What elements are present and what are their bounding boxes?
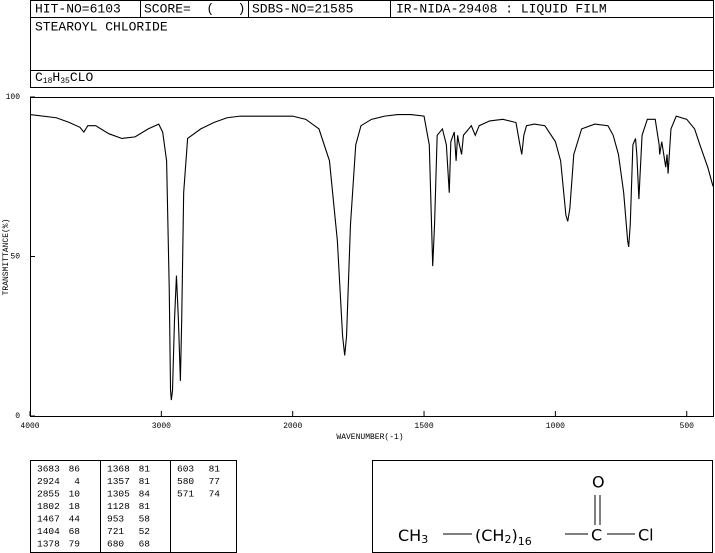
method: IR-NIDA-29408 : LIQUID FILM — [396, 1, 607, 16]
structure: CH3 (CH2)16 C O Cl — [398, 473, 654, 549]
peak-transmittance: 68 — [139, 539, 151, 550]
x-axis-label: WAVENUMBER(-1) — [336, 433, 403, 442]
y-tick-label: 0 — [15, 412, 20, 421]
peak-transmittance: 68 — [69, 526, 81, 537]
peak-transmittance: 58 — [139, 514, 151, 525]
ch2: (CH2)16 — [475, 526, 532, 549]
formula-part: H — [52, 70, 60, 85]
paren: ( — [475, 526, 481, 545]
atom: CH — [398, 526, 421, 545]
peak-transmittance: 77 — [209, 476, 220, 487]
peak-transmittance: 81 — [209, 464, 221, 475]
peak-wavenumber: 1378 — [37, 539, 60, 550]
peak-wavenumber: 571 — [177, 489, 194, 500]
x-tick-label: 1000 — [546, 422, 565, 431]
peak-wavenumber: 3683 — [37, 464, 60, 475]
formula-part: CLO — [70, 70, 94, 85]
peak-wavenumber: 1305 — [107, 489, 130, 500]
compound-name: STEAROYL CHLORIDE — [35, 19, 168, 34]
peak-transmittance: 4 — [74, 476, 80, 487]
spectrum-line — [29, 114, 714, 401]
peak-wavenumber: 603 — [177, 464, 194, 475]
peak-wavenumber: 1467 — [37, 514, 60, 525]
peak-wavenumber: 721 — [107, 526, 124, 537]
plot-frame — [30, 97, 714, 417]
formula-sub: 18 — [43, 77, 53, 86]
peak-transmittance: 81 — [139, 464, 151, 475]
sub: 2 — [504, 533, 511, 546]
formula: C18H35CLO — [35, 70, 93, 86]
peak-transmittance: 81 — [139, 476, 151, 487]
x-tick-label: 2000 — [283, 422, 302, 431]
peak-transmittance: 81 — [139, 501, 151, 512]
peak-wavenumber: 1404 — [37, 526, 60, 537]
hit-no: HIT-NO=6103 — [35, 1, 121, 16]
peak-transmittance: 86 — [69, 464, 81, 475]
peak-wavenumber: 580 — [177, 476, 194, 487]
formula-part: C — [35, 70, 43, 85]
peak-wavenumber: 1802 — [37, 501, 60, 512]
name-box — [30, 17, 714, 88]
y-axis-label: TRANSMITTANCE(%) — [2, 219, 11, 296]
peak-transmittance: 10 — [69, 489, 81, 500]
ch3: CH3 — [398, 526, 428, 547]
peak-wavenumber: 1357 — [107, 476, 130, 487]
header-box — [30, 0, 714, 18]
y-tick-label: 100 — [6, 93, 21, 102]
peak-transmittance: 52 — [139, 526, 151, 537]
x-tick-label: 500 — [680, 422, 695, 431]
oxygen: O — [592, 473, 605, 492]
peak-transmittance: 79 — [69, 539, 81, 550]
peak-wavenumber: 2855 — [37, 489, 60, 500]
y-tick-label: 50 — [10, 253, 20, 262]
score: SCORE= ( ) — [144, 1, 245, 16]
peak-transmittance: 44 — [69, 514, 81, 525]
sub: 3 — [421, 533, 428, 546]
peak-wavenumber: 953 — [107, 514, 124, 525]
peak-transmittance: 74 — [209, 489, 221, 500]
x-tick-label: 4000 — [20, 422, 39, 431]
sub: 16 — [518, 535, 532, 548]
peak-transmittance: 84 — [139, 489, 151, 500]
peak-table-box — [30, 460, 237, 553]
x-tick-label: 3000 — [152, 422, 171, 431]
peak-wavenumber: 680 — [107, 539, 124, 550]
peak-wavenumber: 1368 — [107, 464, 130, 475]
x-tick-label: 1500 — [414, 422, 433, 431]
atom: CH — [481, 526, 504, 545]
carbon: C — [591, 526, 602, 545]
peak-transmittance: 18 — [69, 501, 81, 512]
formula-sub: 35 — [60, 77, 70, 86]
paren: ) — [511, 526, 517, 545]
chlorine: Cl — [638, 526, 654, 545]
peak-wavenumber: 1128 — [107, 501, 130, 512]
sdbs-no: SDBS-NO=21585 — [252, 1, 353, 16]
peak-wavenumber: 2924 — [37, 476, 60, 487]
